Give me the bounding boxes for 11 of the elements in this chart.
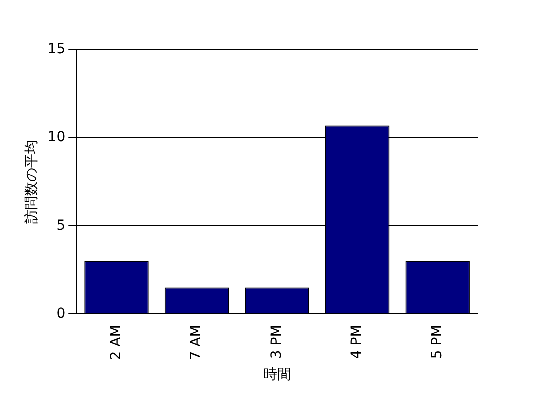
y-tick-label: 5 [56,218,66,234]
y-axis-title: 訪問数の平均 [24,140,40,224]
y-tick-label: 15 [48,42,66,58]
x-axis-title: 時間 [263,367,292,384]
x-tick-label: 5 PM [430,325,446,360]
y-tick-label: 0 [56,306,66,322]
x-tick-label: 7 AM [188,325,205,360]
x-tick-label: 3 PM [268,325,285,360]
x-tick-label: 2 AM [108,325,124,360]
y-tick-label: 10 [48,130,66,146]
x-tick-label: 4 PM [349,325,366,360]
